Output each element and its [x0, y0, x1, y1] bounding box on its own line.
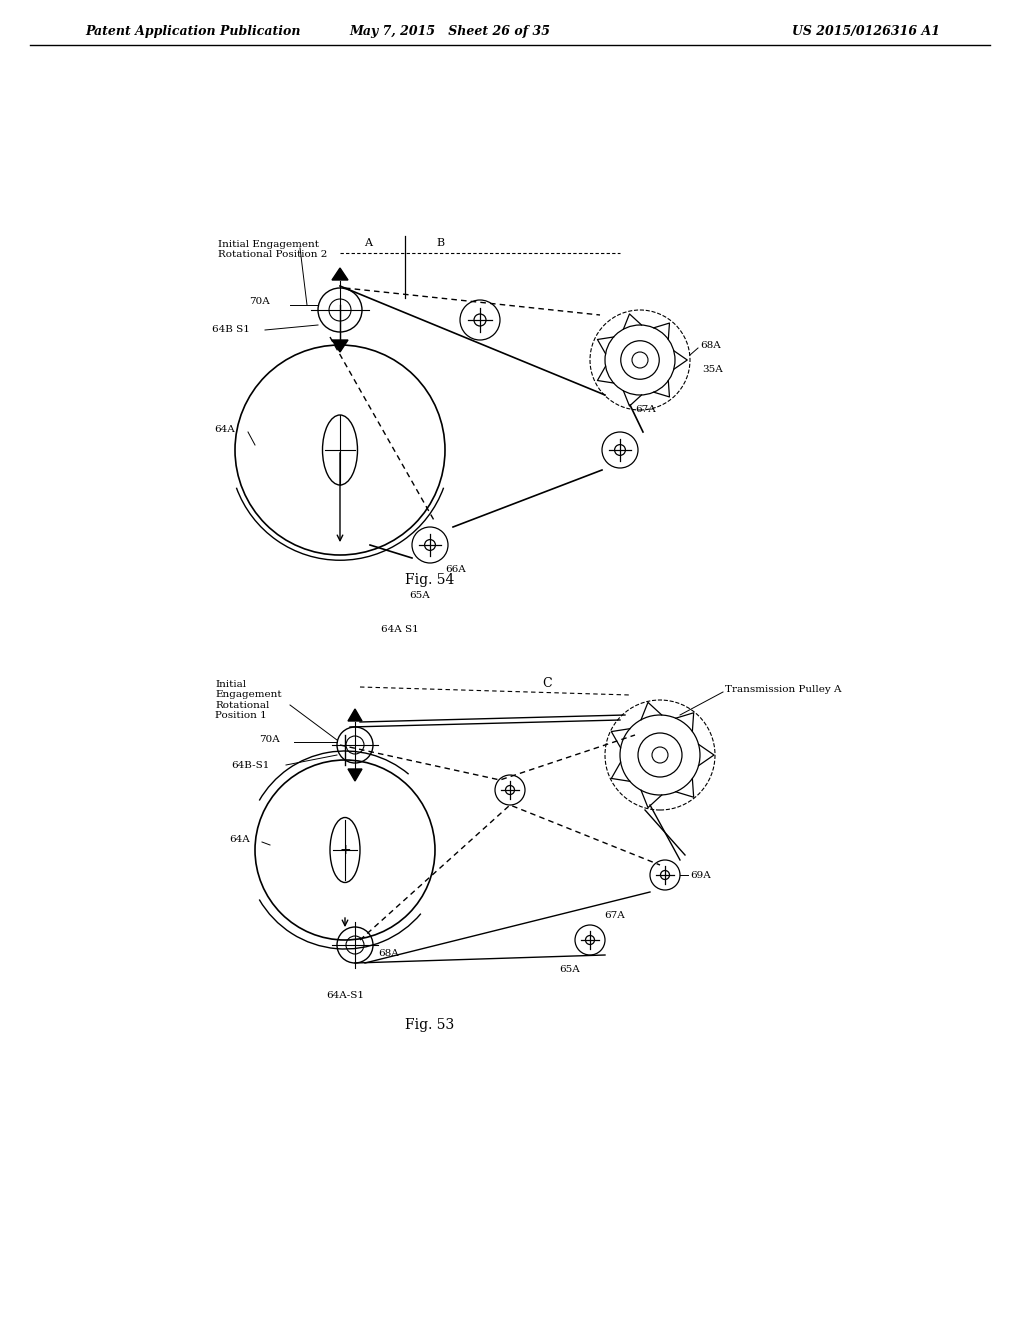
Text: 70A: 70A [249, 297, 270, 306]
Text: B: B [435, 238, 443, 248]
Text: Transmission Pulley A: Transmission Pulley A [725, 685, 841, 694]
Text: May 7, 2015   Sheet 26 of 35: May 7, 2015 Sheet 26 of 35 [350, 25, 550, 38]
Text: 70A: 70A [259, 735, 280, 744]
Polygon shape [347, 770, 362, 781]
Text: C: C [542, 677, 551, 690]
Text: 64A: 64A [229, 836, 250, 845]
Text: Fig. 53: Fig. 53 [405, 1018, 454, 1032]
Text: 64A-S1: 64A-S1 [326, 990, 364, 999]
Polygon shape [331, 268, 347, 280]
Text: 68A: 68A [699, 341, 720, 350]
Text: 69A: 69A [689, 870, 710, 879]
Text: US 2015/0126316 A1: US 2015/0126316 A1 [791, 25, 940, 38]
Polygon shape [347, 709, 362, 721]
Text: +: + [339, 843, 351, 857]
Text: 68A: 68A [378, 949, 398, 957]
Polygon shape [331, 341, 347, 352]
Text: Fig. 54: Fig. 54 [405, 573, 454, 587]
Text: 64A: 64A [214, 425, 234, 434]
Text: 35A: 35A [701, 366, 722, 375]
Text: 65A: 65A [410, 590, 430, 599]
Text: 64B-S1: 64B-S1 [231, 760, 270, 770]
Text: 67A: 67A [604, 911, 625, 920]
Text: Initial Engagement
Rotational Position 2: Initial Engagement Rotational Position 2 [218, 240, 327, 260]
Text: Patent Application Publication: Patent Application Publication [85, 25, 301, 38]
Text: 64A S1: 64A S1 [381, 626, 419, 635]
Text: 65A: 65A [559, 965, 580, 974]
Text: Initial
Engagement
Rotational
Position 1: Initial Engagement Rotational Position 1 [215, 680, 281, 721]
Text: 67A: 67A [635, 405, 655, 414]
Text: 64B S1: 64B S1 [212, 326, 250, 334]
Text: A: A [364, 238, 372, 248]
Text: 66A: 66A [444, 565, 466, 574]
